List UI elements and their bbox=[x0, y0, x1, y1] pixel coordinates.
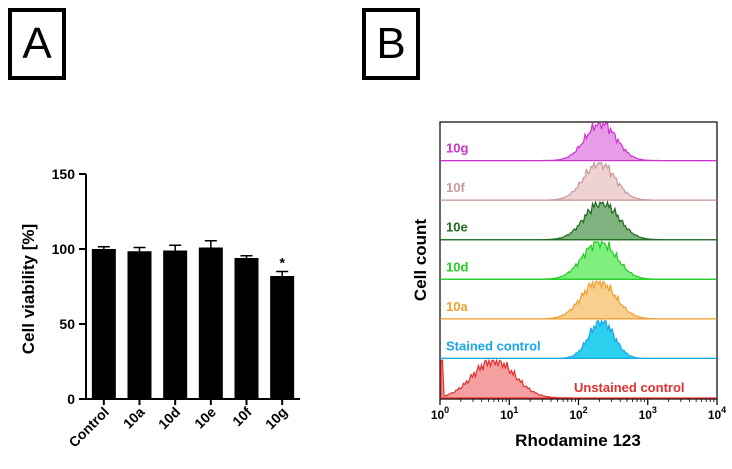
histogram-x-axis-label: Rhodamine 123 bbox=[515, 431, 641, 450]
tick-exponent: 2 bbox=[583, 405, 588, 415]
bars: * bbox=[91, 240, 295, 399]
tick-exponent: 4 bbox=[721, 405, 726, 415]
histogram-series-label: 10g bbox=[446, 141, 468, 156]
x-axis: Control 10a 10d 10e 10f 10g bbox=[65, 398, 300, 451]
y-tick-label: 0 bbox=[67, 391, 75, 407]
histogram-chart: 10g 10f 10e 10d 10a Stained control Unstained … bbox=[411, 121, 726, 450]
tick-base: 10 bbox=[569, 408, 583, 422]
y-axis: 0 50 100 150 bbox=[52, 166, 87, 407]
histogram-y-axis-label: Cell count bbox=[411, 219, 430, 302]
histogram-series bbox=[440, 279, 717, 320]
tick-base: 10 bbox=[639, 408, 653, 422]
bar bbox=[198, 247, 223, 399]
bar bbox=[270, 276, 295, 399]
panel-label-a: A bbox=[8, 8, 66, 80]
x-tick-label: 10a bbox=[120, 404, 148, 432]
histogram-series bbox=[440, 240, 717, 280]
tick-exponent: 1 bbox=[513, 405, 518, 415]
y-tick-label: 100 bbox=[52, 241, 76, 257]
histogram-series-label: Unstained control bbox=[574, 380, 685, 395]
x-tick-label: Control bbox=[65, 404, 112, 451]
histogram-series-label: 10d bbox=[446, 259, 468, 274]
x-tick-label: 10d bbox=[155, 404, 183, 432]
histogram-series-label: 10f bbox=[446, 180, 465, 195]
histogram-series-label: Stained control bbox=[446, 338, 541, 353]
histogram-x-tick-label: 103 bbox=[639, 405, 657, 422]
y-tick-label: 50 bbox=[59, 316, 75, 332]
histogram-x-axis: 100 101 102 103 104 bbox=[431, 399, 726, 422]
significance-marker: * bbox=[279, 255, 285, 271]
x-tick-label: 10e bbox=[191, 404, 219, 432]
tick-base: 10 bbox=[431, 408, 445, 422]
x-tick-label: 10f bbox=[229, 404, 255, 430]
bar-chart: 0 50 100 150 * Control 10a 10d 10e 10f 10g Cell … bbox=[19, 166, 300, 450]
histogram-series bbox=[440, 121, 717, 162]
bar bbox=[234, 258, 259, 399]
tick-exponent: 0 bbox=[444, 405, 449, 415]
histogram-series-label: 10e bbox=[446, 220, 468, 235]
bar-y-axis-label: Cell viability [%] bbox=[19, 224, 38, 354]
tick-base: 10 bbox=[500, 408, 514, 422]
x-tick-label: 10g bbox=[262, 404, 290, 432]
bar bbox=[163, 250, 188, 399]
histogram-x-tick-label: 102 bbox=[569, 405, 587, 422]
histogram-x-tick-label: 104 bbox=[708, 405, 726, 422]
histogram-series bbox=[440, 200, 717, 241]
tick-base: 10 bbox=[708, 408, 722, 422]
histogram-tracks: 10g 10f 10e 10d 10a Stained control Unstained … bbox=[440, 121, 717, 399]
bar bbox=[127, 251, 152, 399]
histogram-series bbox=[440, 160, 717, 201]
y-tick-label: 150 bbox=[52, 166, 76, 182]
tick-exponent: 3 bbox=[652, 405, 657, 415]
histogram-x-tick-label: 101 bbox=[500, 405, 518, 422]
bar bbox=[91, 249, 116, 399]
histogram-series-label: 10a bbox=[446, 299, 468, 314]
panel-label-b: B bbox=[362, 8, 420, 80]
histogram-x-tick-label: 100 bbox=[431, 405, 449, 422]
